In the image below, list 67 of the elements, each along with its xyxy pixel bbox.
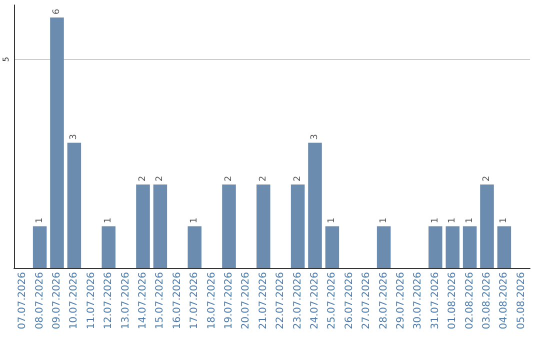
x-tick-label: 24.07.2026 [310,272,320,330]
bar [376,226,391,268]
x-tick-label: 28.07.2026 [378,272,390,330]
x-tick-label: 19.07.2026 [224,272,234,330]
data-label: 1 [448,218,458,224]
data-label: 1 [104,218,114,224]
data-label: 6 [52,8,62,15]
data-label: 3 [310,134,320,140]
x-tick-label: 02.08.2026 [464,272,476,330]
bar [32,226,47,268]
x-tick-label: 27.07.2026 [361,272,372,330]
x-tick-label: 20.07.2026 [240,272,252,330]
x-tick-label: 04.08.2026 [498,272,510,330]
x-tick-label: 30.07.2026 [412,272,424,330]
data-label: 1 [464,218,475,224]
x-tick-label: 14.07.2026 [138,272,148,330]
x-tick-label: 12.07.2026 [103,272,114,330]
bar [153,184,168,268]
x-tick-label: 03.08.2026 [482,272,492,330]
data-label: 1 [499,218,510,224]
data-label: 1 [190,218,200,224]
x-tick-label: 23.07.2026 [292,272,304,330]
x-tick-label: 22.07.2026 [275,272,286,330]
bar [462,226,477,268]
x-tick-label: 13.07.2026 [120,272,132,330]
x-tick-label: 29.07.2026 [396,272,406,330]
bar [497,226,512,268]
data-label: 2 [138,176,148,182]
x-tick-label: 05.08.2026 [516,272,527,330]
bar [188,226,202,268]
bar [325,226,340,268]
data-label: 1 [378,218,389,224]
x-tick-label: 10.07.2026 [68,272,80,330]
x-tick-label: 17.07.2026 [189,272,200,330]
x-tick-label: 01.08.2026 [447,272,458,330]
bar [480,184,494,268]
x-tick-label: 08.07.2026 [34,272,46,330]
data-label: 1 [34,218,45,224]
bar [308,142,322,268]
data-label: 2 [155,176,166,182]
bar [102,226,116,268]
x-tick-label: 18.07.2026 [206,272,218,330]
data-label: 2 [482,176,492,182]
x-tick-label: 07.07.2026 [17,272,28,330]
data-label: 3 [69,134,80,140]
bar [428,226,442,268]
data-label: 1 [430,218,440,224]
x-tick-label: 21.07.2026 [258,272,269,330]
bar [290,184,305,268]
y-tick-label: 5 [2,56,10,62]
bar [136,184,150,268]
x-tick-label: 25.07.2026 [326,272,338,330]
x-tick-label: 15.07.2026 [154,272,166,330]
data-label: 2 [258,176,268,182]
x-tick-label: 31.07.2026 [430,272,441,330]
bar [446,226,460,268]
x-tick-label: 11.07.2026 [86,272,97,330]
x-tick-label: 26.07.2026 [344,272,355,330]
bar [67,142,82,268]
bar [50,18,64,268]
x-tick-label: 16.07.2026 [172,272,183,330]
bar [256,184,270,268]
data-label: 1 [327,218,338,224]
x-tick-label: 09.07.2026 [52,272,62,330]
data-label: 2 [224,176,234,182]
data-label: 2 [292,176,303,182]
bar [222,184,236,268]
